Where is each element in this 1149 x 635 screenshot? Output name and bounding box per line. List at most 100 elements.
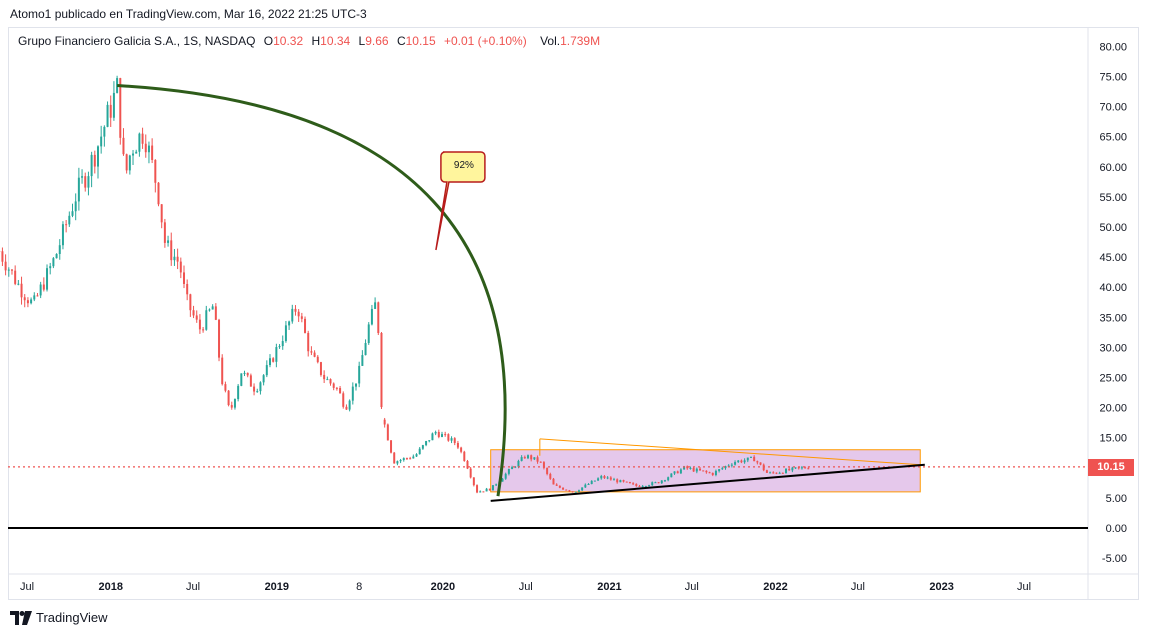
candle-body xyxy=(170,240,173,261)
candle-body xyxy=(539,461,542,463)
candle-body xyxy=(587,483,590,485)
candle-body xyxy=(565,489,568,491)
y-tick-label: 50.00 xyxy=(1099,222,1127,234)
candle-body xyxy=(227,390,230,406)
candle-body xyxy=(597,478,600,481)
candle-body xyxy=(679,469,682,474)
y-tick-label: 35.00 xyxy=(1099,312,1127,324)
candle-body xyxy=(469,468,472,478)
candle-body xyxy=(268,358,271,366)
candle-body xyxy=(380,332,383,408)
candle-body xyxy=(472,477,475,486)
candle-body xyxy=(386,424,389,441)
footer-brand[interactable]: TradingView xyxy=(10,610,108,625)
candle-body xyxy=(756,461,759,463)
candle-body xyxy=(450,438,453,441)
candle-body xyxy=(683,466,686,470)
candle-body xyxy=(574,491,577,493)
legend-low-label: L xyxy=(358,34,366,48)
symbol-legend: Grupo Financiero Galicia S.A., 1S, NASDA… xyxy=(18,34,600,48)
y-tick-label: 20.00 xyxy=(1099,403,1127,415)
candle-body xyxy=(342,393,345,407)
candle-body xyxy=(377,302,380,333)
candle-body xyxy=(326,379,329,381)
candle-body xyxy=(160,204,163,223)
candle-body xyxy=(606,477,609,479)
candle-body xyxy=(358,365,361,384)
candle-body xyxy=(316,356,319,363)
candle-body xyxy=(603,476,606,479)
candle-body xyxy=(154,159,157,183)
candle-body xyxy=(804,467,807,469)
candle-body xyxy=(284,325,287,342)
candle-body xyxy=(781,472,784,474)
candle-body xyxy=(288,321,291,326)
candle-body xyxy=(291,308,294,322)
candle-body xyxy=(332,383,335,388)
candle-body xyxy=(393,452,396,464)
candle-body xyxy=(785,468,788,474)
candle-body xyxy=(415,454,418,457)
candle-body xyxy=(622,480,625,482)
last-price-tag: 10.15 xyxy=(1088,459,1134,476)
candle-body xyxy=(323,374,326,380)
candle-body xyxy=(103,126,106,137)
x-tick-label: 2021 xyxy=(597,581,621,593)
candle-body xyxy=(692,467,695,472)
candle-body xyxy=(425,441,428,446)
candle-body xyxy=(530,455,533,460)
x-tick-label: 2018 xyxy=(98,581,122,593)
candle-body xyxy=(300,316,303,319)
candle-body xyxy=(383,419,386,425)
candle-body xyxy=(552,478,555,485)
y-tick-label: 75.00 xyxy=(1099,72,1127,84)
candle-body xyxy=(488,488,491,491)
candle-body xyxy=(335,387,338,389)
legend-open-label: O xyxy=(263,34,274,48)
candle-body xyxy=(740,460,743,463)
candle-body xyxy=(100,136,103,147)
candle-body xyxy=(558,485,561,488)
candle-body xyxy=(135,151,138,154)
x-tick-label: Jul xyxy=(186,581,200,593)
x-tick-label: Jul xyxy=(519,581,533,593)
candle-body xyxy=(495,484,498,486)
y-tick-label: 65.00 xyxy=(1099,132,1127,144)
candle-body xyxy=(711,472,714,475)
candle-body xyxy=(721,468,724,470)
triangle-top-line xyxy=(539,438,921,466)
candle-body xyxy=(743,460,746,463)
candle-body xyxy=(310,351,313,353)
candle-body xyxy=(428,440,431,442)
candle-body xyxy=(434,431,437,434)
candle-body xyxy=(272,358,275,362)
candle-body xyxy=(144,143,147,153)
candle-body xyxy=(491,485,494,491)
candle-body xyxy=(663,480,666,482)
candle-body xyxy=(769,472,772,474)
candle-body xyxy=(58,245,61,254)
candle-body xyxy=(186,283,189,295)
candle-body xyxy=(173,256,176,261)
candle-body xyxy=(730,464,733,466)
y-tick-label: 70.00 xyxy=(1099,102,1127,114)
candle-body xyxy=(628,482,631,484)
candle-body xyxy=(437,431,440,437)
candle-body xyxy=(214,306,217,320)
candle-body xyxy=(182,272,185,284)
candle-body xyxy=(243,372,246,374)
legend-close-value: 10.15 xyxy=(405,34,436,48)
candle-body xyxy=(724,466,727,469)
candle-body xyxy=(370,308,373,325)
candle-body xyxy=(409,458,412,460)
candle-body xyxy=(329,379,332,384)
candle-body xyxy=(418,448,421,455)
candle-body xyxy=(447,434,450,441)
candle-body xyxy=(112,92,115,118)
candle-body xyxy=(517,460,520,467)
candle-body xyxy=(775,472,778,474)
y-tick-label: 80.00 xyxy=(1099,41,1127,53)
x-tick-label: Jul xyxy=(851,581,865,593)
curved-decline-arc xyxy=(117,84,507,497)
